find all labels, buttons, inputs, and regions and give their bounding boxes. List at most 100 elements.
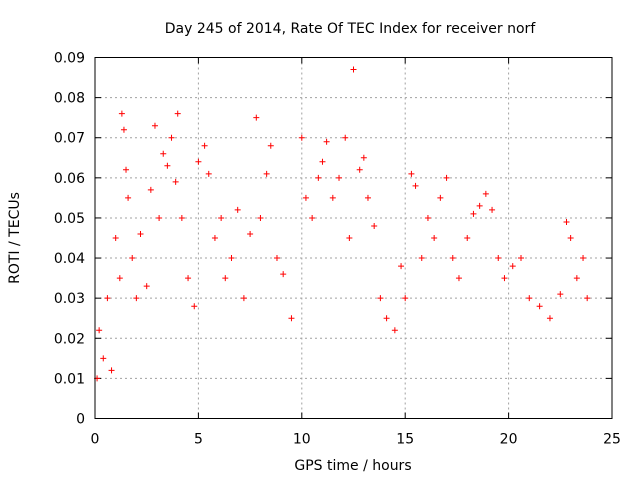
- tick-layer: 0 0.01 0.02 0.03 0.04 0.05 0.06 0.07 0.08 0.09 0 5 1…: [54, 51, 621, 448]
- data-point: [151, 122, 158, 129]
- data-point: [257, 214, 264, 221]
- data-point: [315, 174, 322, 181]
- data-point: [509, 263, 516, 270]
- data-point: [418, 255, 425, 262]
- y-tick-label: 0.09: [54, 51, 85, 67]
- x-tick-label: 10: [293, 432, 311, 448]
- data-point: [455, 275, 462, 282]
- data-point: [536, 303, 543, 310]
- data-point: [443, 174, 450, 181]
- data-point: [288, 315, 295, 322]
- data-point: [567, 235, 574, 241]
- y-tick-label: 0.07: [54, 131, 85, 147]
- data-point: [383, 315, 390, 322]
- x-tick-label: 25: [603, 432, 621, 448]
- data-point: [100, 355, 107, 362]
- data-point: [263, 170, 270, 177]
- y-tick-label: 0.01: [54, 371, 85, 387]
- data-point: [329, 194, 336, 201]
- data-point: [342, 134, 349, 141]
- y-tick-label: 0.05: [54, 211, 85, 227]
- data-point: [195, 158, 202, 165]
- data-point: [156, 214, 163, 221]
- data-point: [201, 142, 208, 149]
- data-point: [563, 218, 570, 225]
- data-point: [470, 210, 477, 217]
- data-point: [112, 235, 119, 241]
- data-point: [489, 206, 496, 213]
- data-point: [205, 170, 212, 177]
- data-point: [360, 154, 367, 161]
- data-point: [398, 263, 405, 270]
- data-point: [437, 194, 444, 201]
- data-point: [160, 150, 167, 157]
- data-point: [133, 295, 140, 302]
- data-points: [94, 66, 591, 382]
- data-point: [573, 275, 580, 282]
- data-point: [234, 206, 241, 213]
- data-point: [408, 170, 415, 177]
- data-point: [350, 66, 357, 73]
- x-tick-label: 15: [396, 432, 414, 448]
- data-point: [323, 138, 330, 145]
- data-point: [137, 230, 144, 237]
- data-point: [319, 158, 326, 165]
- data-point: [267, 142, 274, 149]
- x-axis-label: GPS time / hours: [294, 458, 411, 474]
- data-point: [346, 235, 353, 241]
- data-point: [222, 275, 229, 282]
- data-point: [172, 178, 179, 185]
- data-point: [557, 291, 564, 298]
- data-point: [240, 295, 247, 302]
- y-tick-label: 0.02: [54, 331, 85, 347]
- data-point: [412, 182, 419, 189]
- data-point: [424, 214, 431, 221]
- y-axis-label: ROTI / TECUs: [7, 192, 23, 284]
- data-point: [431, 235, 438, 241]
- data-point: [247, 230, 254, 237]
- data-point: [280, 271, 287, 278]
- data-point: [147, 186, 154, 193]
- data-point: [302, 194, 309, 201]
- data-point: [580, 255, 587, 262]
- data-point: [391, 327, 398, 334]
- data-point: [584, 295, 591, 302]
- plot-frame: [94, 57, 613, 419]
- data-point: [104, 295, 111, 302]
- x-tick-label: 5: [194, 432, 203, 448]
- data-point: [164, 162, 171, 169]
- data-point: [364, 194, 371, 201]
- data-point: [336, 174, 343, 181]
- data-point: [253, 114, 260, 121]
- data-point: [518, 255, 525, 262]
- data-point: [371, 222, 378, 229]
- data-point: [402, 295, 409, 302]
- data-point: [476, 202, 483, 209]
- data-point: [120, 126, 127, 133]
- x-tick-label: 0: [91, 432, 100, 448]
- data-point: [123, 166, 130, 173]
- data-point: [356, 166, 363, 173]
- data-point: [174, 110, 181, 117]
- data-point: [178, 214, 185, 221]
- data-point: [546, 315, 553, 322]
- data-point: [501, 275, 508, 282]
- data-point: [273, 255, 280, 262]
- data-point: [526, 295, 533, 302]
- data-point: [143, 283, 150, 290]
- data-point: [185, 275, 192, 282]
- y-tick-label: 0: [76, 412, 85, 428]
- data-point: [309, 214, 316, 221]
- x-tick-label: 20: [500, 432, 518, 448]
- data-point: [211, 235, 218, 241]
- grid-layer: [95, 57, 612, 419]
- y-tick-label: 0.06: [54, 171, 85, 187]
- y-tick-label: 0.04: [54, 251, 85, 267]
- data-point: [218, 214, 225, 221]
- data-point: [168, 134, 175, 141]
- data-point: [495, 255, 502, 262]
- data-point: [96, 327, 103, 334]
- data-point: [298, 134, 305, 141]
- data-point: [129, 255, 136, 262]
